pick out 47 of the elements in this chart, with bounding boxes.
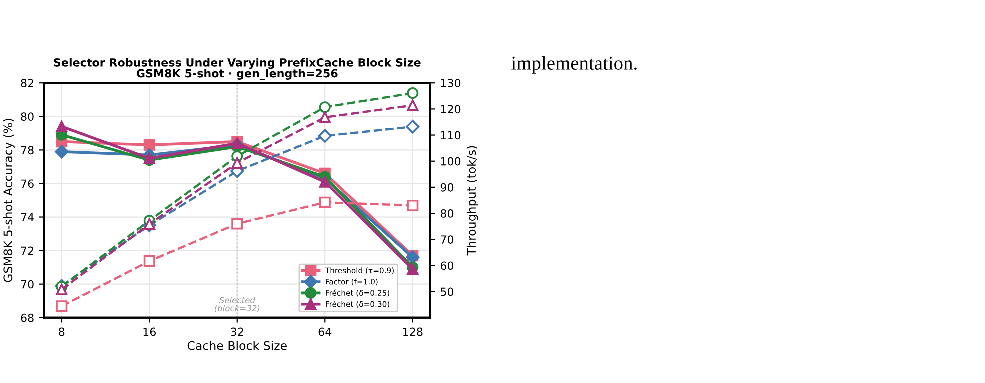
point	[56, 284, 68, 296]
y2-tick-label: 60	[440, 262, 454, 270]
y-tick-label: 76	[21, 180, 34, 188]
y2-tick-label: 70	[441, 236, 454, 244]
text: implementation.	[512, 56, 637, 74]
x-tick-label: 128	[404, 328, 423, 336]
y2-axis-title: Throughput (tok/s)	[466, 146, 478, 256]
y-tick-label: 82	[21, 79, 34, 88]
point	[144, 218, 156, 230]
y-tick-label: 68	[21, 314, 34, 322]
x-axis-title: Cache Block Size	[188, 341, 287, 350]
chart-title: Selector Robustness Under Varying PrefixCache Block Size GSM8K 5-shot · gen_length=256	[54, 58, 421, 80]
x-tick-label: 8	[59, 328, 65, 336]
point	[319, 102, 331, 114]
y2-tick-label: 80	[440, 210, 454, 218]
y2-tick-label: 50	[441, 288, 454, 296]
y-tick-label: 78	[21, 146, 34, 155]
point	[232, 157, 244, 169]
y-tick-label: 74	[21, 213, 34, 222]
point	[144, 256, 156, 268]
y2-tick-label: 90	[440, 183, 454, 192]
y-tick-label: 80	[21, 112, 34, 122]
y2-tick-label: 100	[441, 157, 461, 166]
point	[144, 139, 156, 151]
point	[406, 120, 420, 134]
ref-line-label: Selected (block=32)	[214, 297, 260, 313]
y-tick-label: 70	[21, 280, 34, 289]
y-tick-label: 72	[21, 246, 34, 256]
point	[407, 100, 419, 112]
point	[319, 176, 331, 188]
x-tick-label: 32	[231, 328, 244, 336]
point	[56, 120, 68, 132]
x-tick-label: 64	[318, 328, 332, 336]
point	[318, 129, 332, 143]
y2-tick-label: 110	[441, 131, 461, 140]
point	[407, 88, 419, 100]
point	[56, 300, 68, 312]
point	[406, 250, 420, 264]
point	[319, 196, 331, 208]
y-axis-title: GSM8K 5-shot Accuracy (%)	[3, 119, 15, 282]
point	[407, 200, 419, 212]
y2-tick-label: 130	[441, 79, 461, 88]
point	[232, 218, 244, 230]
x-tick-label: 16	[144, 328, 156, 336]
point	[319, 112, 331, 124]
y2-tick-label: 120	[441, 105, 461, 114]
point	[55, 145, 69, 159]
